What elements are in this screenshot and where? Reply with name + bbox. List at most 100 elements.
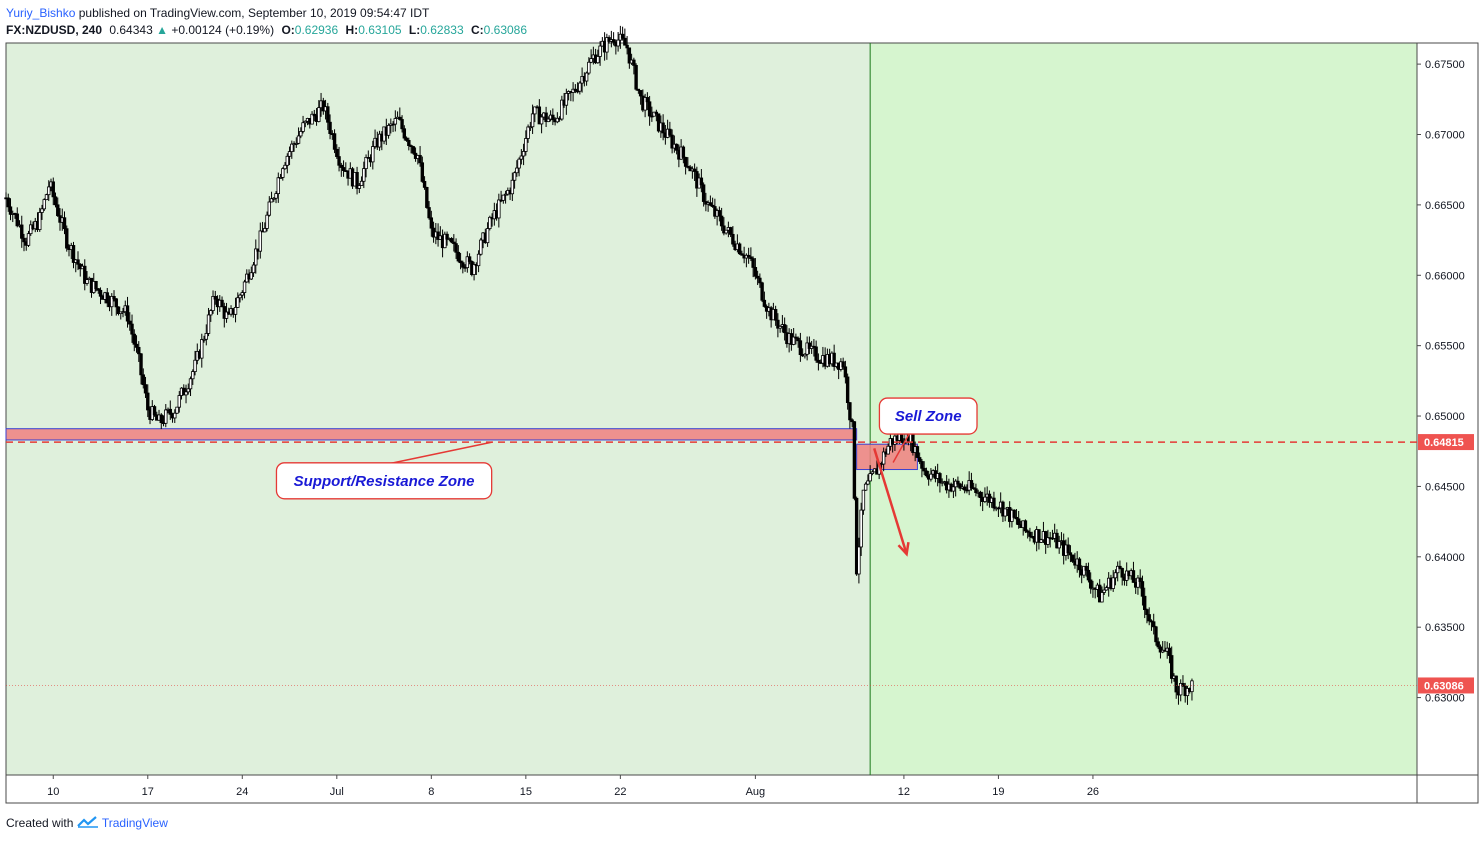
candle-body [555, 117, 560, 123]
candle-body [1023, 520, 1028, 532]
candle [1138, 569, 1142, 589]
candle [717, 206, 722, 222]
candle-body [1174, 675, 1178, 693]
candle-body [524, 138, 528, 152]
tradingview-link[interactable]: TradingView [101, 816, 168, 830]
candle-body [978, 491, 983, 498]
candle-body [589, 58, 593, 63]
candle-body [546, 118, 551, 123]
candle [137, 341, 141, 362]
candle [479, 237, 483, 256]
candle-body [175, 406, 179, 414]
candle [294, 137, 299, 148]
candle [328, 114, 332, 140]
candle [114, 298, 118, 316]
candle-body [371, 146, 375, 163]
candle [737, 242, 742, 255]
candle [51, 177, 55, 206]
candle [596, 49, 600, 64]
candle-body [206, 314, 211, 334]
candle [251, 262, 256, 277]
time-tick-label: 26 [1087, 786, 1099, 798]
candle [1068, 545, 1073, 563]
candle-body [537, 106, 542, 125]
candle [38, 207, 42, 232]
candles [4, 25, 1194, 705]
candle-body [425, 187, 429, 208]
candle-body [467, 256, 472, 262]
candle [26, 230, 31, 248]
candle [996, 506, 1001, 518]
candle [400, 115, 404, 133]
candle [422, 176, 427, 190]
price-tick-label: 0.64000 [1425, 552, 1465, 564]
close-value: 0.63086 [483, 23, 528, 37]
candle-body [294, 142, 299, 145]
low-label: L: [408, 23, 421, 37]
candle [62, 211, 67, 235]
candle-body [969, 480, 974, 489]
candle-body [310, 113, 314, 125]
candle [56, 197, 60, 217]
price-tick-label: 0.65000 [1425, 411, 1465, 423]
candle [164, 404, 168, 428]
candle [152, 404, 157, 417]
candle-body [992, 497, 996, 509]
candle-body [485, 228, 490, 244]
candle [539, 114, 544, 134]
candle [1088, 572, 1093, 594]
candle-body [731, 233, 735, 245]
candle [485, 222, 490, 247]
candle-body [1046, 537, 1050, 545]
candle-body [364, 157, 368, 170]
candle [616, 32, 620, 52]
candle-body [701, 184, 706, 202]
candle [854, 496, 859, 576]
candle [141, 368, 145, 389]
candle [956, 476, 960, 488]
candle [848, 402, 852, 429]
candle [634, 63, 638, 91]
candle [461, 260, 465, 274]
candle-body [220, 299, 224, 307]
candle [22, 233, 26, 252]
candle-body [1003, 508, 1007, 517]
candle-body [857, 546, 861, 575]
candle [962, 484, 967, 494]
down-arrow-icon [873, 448, 910, 557]
candle [863, 482, 868, 491]
candle-body [791, 336, 796, 345]
candle-body [956, 480, 960, 485]
candle [1140, 575, 1145, 606]
candle-body [971, 487, 976, 490]
candle-body [285, 155, 289, 166]
candle [425, 186, 429, 209]
candle [636, 88, 641, 94]
candle [1039, 538, 1043, 543]
candle [128, 312, 132, 331]
candle-body [168, 408, 172, 415]
candle-body [62, 217, 67, 230]
candle [443, 231, 447, 249]
candle-body [411, 146, 416, 154]
candle-body [458, 260, 463, 264]
candle [1136, 575, 1140, 595]
candle [96, 288, 100, 294]
candle [454, 238, 458, 259]
candle-body [418, 155, 422, 164]
callout-pointer [383, 441, 493, 466]
candle-body [654, 111, 659, 115]
arrow-shaft [873, 448, 908, 555]
candle-body [141, 374, 145, 386]
candle [807, 336, 812, 355]
candle [528, 121, 533, 131]
candle-body [362, 168, 366, 182]
candle [427, 201, 431, 220]
candle-body [1088, 579, 1093, 589]
candle-body [746, 254, 751, 258]
candle-body [917, 457, 922, 462]
time-tick-label: 12 [898, 786, 910, 798]
author-link[interactable]: Yuriy_Bishko [6, 6, 76, 20]
candle [209, 309, 213, 322]
